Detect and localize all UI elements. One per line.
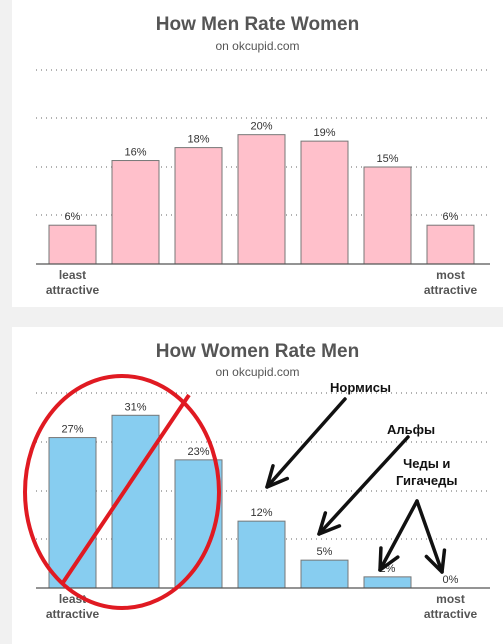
bar-chart-men-rate-women: 6%16%18%20%19%15%6%leastattractivemostat…	[36, 69, 490, 297]
data-label: 27%	[61, 424, 83, 436]
bar	[111, 160, 160, 265]
annotation-alphas: Альфы	[387, 422, 436, 437]
data-label: 16%	[124, 147, 146, 159]
data-label: 23%	[187, 446, 209, 458]
x-label-least: least	[59, 268, 86, 282]
data-label: 15%	[376, 153, 398, 165]
data-label: 5%	[317, 546, 333, 558]
chart-title: How Women Rate Men	[155, 341, 360, 362]
x-label-most: attractive	[424, 607, 478, 621]
bar	[48, 437, 97, 589]
bar	[300, 140, 349, 265]
bar-chart-women-rate-men: 27%31%23%12%5%2%0%leastattractivemostatt…	[23, 374, 490, 621]
arrow-normies	[265, 397, 347, 489]
arrow-alphas	[317, 435, 410, 536]
x-label-most: most	[436, 268, 465, 282]
data-label: 6%	[65, 211, 81, 223]
annotation-chads-line2: Гигачеды	[396, 473, 458, 488]
chart-title: How Men Rate Women	[155, 14, 360, 35]
bar	[237, 134, 286, 265]
data-label: 6%	[443, 211, 459, 223]
bar	[174, 147, 223, 265]
data-label: 31%	[124, 401, 146, 413]
chart-subtitle: on okcupid.com	[215, 39, 300, 53]
annotation-chads-line1: Чеды и	[403, 456, 451, 471]
data-label: 0%	[443, 574, 459, 586]
arrow-chads-2	[415, 499, 447, 574]
x-label-least: attractive	[46, 607, 100, 621]
x-label-most: attractive	[424, 283, 478, 297]
arrow-shaft	[378, 499, 419, 572]
chart-panel-women-rate-men: How Women Rate Men on okcupid.com 27% 31%…	[12, 327, 503, 644]
bar	[363, 166, 412, 265]
bar	[426, 224, 475, 265]
arrow-shaft	[265, 397, 347, 489]
bar	[111, 414, 160, 589]
crossout-slash	[60, 393, 191, 586]
data-label: 19%	[313, 127, 335, 139]
arrow-shaft	[415, 499, 444, 574]
annotation-normies: Нормисы	[330, 380, 392, 395]
chart-subtitle: on okcupid.com	[215, 365, 300, 379]
crossout-circle	[23, 374, 221, 610]
chart-panel-men-rate-women: How Men Rate Women on okcupid.com 6% 16% 1…	[12, 0, 503, 307]
bar	[300, 559, 349, 589]
arrow-chads-1	[378, 499, 419, 572]
x-label-most: most	[436, 592, 465, 606]
arrow-head	[265, 464, 290, 489]
bar	[363, 576, 412, 589]
bar	[237, 520, 286, 589]
x-label-least: attractive	[46, 283, 100, 297]
arrow-head	[317, 511, 342, 536]
data-label: 20%	[250, 121, 272, 133]
data-label: 12%	[250, 507, 272, 519]
arrow-head	[378, 546, 400, 572]
annotation-chads: Чеды и Гигачеды	[396, 455, 458, 489]
arrow-shaft	[317, 435, 410, 536]
arrow-head	[424, 548, 447, 574]
data-label: 18%	[187, 134, 209, 146]
bar	[48, 224, 97, 265]
